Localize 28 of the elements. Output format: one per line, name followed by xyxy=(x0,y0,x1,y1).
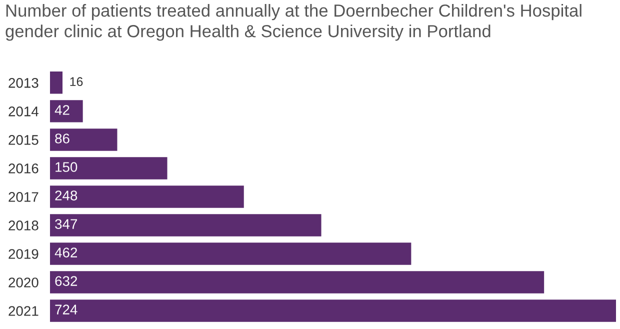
y-tick-label: 2017 xyxy=(8,192,38,202)
chart-title: Number of patients treated annually at the Doernbecher Children's Hospital gender clinic at Oregon Health & Science University in Portland xyxy=(6,4,582,41)
bar xyxy=(50,214,322,236)
bar xyxy=(50,300,616,322)
y-tick-label: 2019 xyxy=(8,249,38,259)
data-label: 42 xyxy=(54,105,70,115)
y-tick-label: 2018 xyxy=(8,220,38,230)
data-label: 724 xyxy=(55,304,78,314)
bar xyxy=(50,72,63,94)
y-tick-label: 2015 xyxy=(8,135,38,145)
data-label: 86 xyxy=(55,134,70,144)
data-label: 462 xyxy=(54,248,78,258)
bar xyxy=(50,157,168,180)
bar xyxy=(50,186,244,208)
y-tick-label: 2013 xyxy=(8,78,38,88)
data-label: 248 xyxy=(55,190,78,200)
bar xyxy=(50,271,544,294)
y-tick-label: 2021 xyxy=(8,306,38,316)
bar xyxy=(50,100,83,122)
bar xyxy=(50,242,412,265)
bar xyxy=(50,128,118,151)
data-label: 16 xyxy=(70,77,83,86)
data-label: 632 xyxy=(55,276,78,286)
y-tick-label: 2016 xyxy=(8,164,38,174)
y-tick-label: 2014 xyxy=(8,106,38,116)
data-label: 347 xyxy=(55,219,78,229)
data-label: 150 xyxy=(56,162,78,172)
y-tick-label: 2020 xyxy=(8,278,38,288)
